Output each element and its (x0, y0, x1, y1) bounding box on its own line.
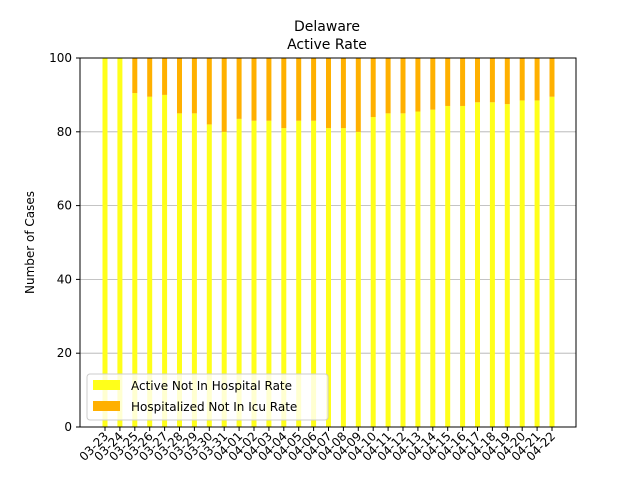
bar-active-segment (475, 102, 480, 427)
bar-hospitalized-segment (460, 58, 466, 106)
bar-hospitalized-segment (415, 58, 421, 112)
bar-hospitalized-segment (281, 58, 287, 129)
y-axis-label: Number of Cases (23, 191, 37, 294)
bar-hospitalized-segment (504, 58, 510, 105)
bar-active-segment (460, 105, 466, 427)
bar-hospitalized-segment (370, 58, 376, 118)
bar-hospitalized-segment (326, 58, 331, 129)
bar-hospitalized-segment (489, 58, 495, 103)
bar-active-segment (281, 128, 287, 428)
bar-active-segment (445, 105, 451, 427)
bar-active-segment (102, 58, 108, 427)
bar-active-segment (177, 113, 182, 427)
bar-active-segment (489, 102, 495, 427)
bar-hospitalized-segment (296, 58, 302, 121)
bar-hospitalized-segment (191, 58, 197, 114)
bar-hospitalized-segment (519, 58, 525, 101)
bar-hospitalized-segment (177, 58, 182, 114)
bar-hospitalized-segment (236, 58, 242, 119)
bar-active-segment (385, 113, 391, 427)
bar-hospitalized-segment (475, 58, 480, 103)
y-tick-label: 80 (57, 125, 72, 139)
bar-hospitalized-segment (355, 58, 361, 132)
bar-active-segment (355, 131, 361, 428)
bar-active-segment (415, 111, 421, 427)
bar-active-segment (296, 120, 302, 427)
bar-active-segment (400, 113, 406, 427)
y-tick-label: 60 (57, 199, 72, 213)
bar-active-segment (266, 120, 272, 427)
legend-box (86, 373, 329, 421)
bar-hospitalized-segment (221, 58, 227, 132)
bar-active-segment (162, 94, 168, 428)
bar-active-segment (236, 118, 242, 427)
chart-subtitle: Active Rate (287, 37, 367, 53)
bar-active-segment (206, 124, 212, 428)
bar-active-segment (311, 120, 317, 427)
y-tick-label: 0 (64, 420, 72, 434)
bar-hospitalized-segment (400, 58, 406, 114)
legend: Active Not In Hospital Rate Hospitalized… (86, 373, 329, 421)
bar-active-segment (549, 96, 555, 428)
bar-active-segment (132, 93, 138, 428)
bar-active-segment (191, 113, 197, 427)
legend-swatch-hospitalized (93, 401, 120, 411)
bar-hospitalized-segment (430, 58, 436, 110)
bar-hospitalized-segment (340, 58, 346, 129)
legend-swatch-active (93, 380, 120, 390)
bar-hospitalized-segment (132, 58, 138, 94)
bar-hospitalized-segment (549, 58, 555, 97)
bar-hospitalized-segment (385, 58, 391, 114)
bar-active-segment (519, 100, 525, 427)
bar-hospitalized-segment (445, 58, 451, 106)
bar-hospitalized-segment (162, 58, 168, 95)
y-tick-label: 40 (57, 272, 72, 286)
bar-active-segment (430, 109, 436, 427)
legend-label-active: Active Not In Hospital Rate (131, 379, 292, 393)
bar-active-segment (221, 131, 227, 428)
bar-hospitalized-segment (311, 58, 317, 121)
bar-active-segment (251, 120, 257, 427)
bar-active-segment (326, 128, 331, 428)
y-tick-label: 100 (49, 51, 72, 65)
bar-hospitalized-segment (206, 58, 212, 125)
bar-hospitalized-segment (147, 58, 153, 97)
bar-series (102, 58, 555, 428)
chart-title: Delaware (294, 19, 360, 35)
y-axis-ticks: 0 20 40 60 80 100 (49, 51, 80, 434)
bar-active-segment (147, 96, 153, 428)
bar-hospitalized-segment (251, 58, 257, 121)
bar-active-segment (340, 128, 346, 428)
bar-hospitalized-segment (534, 58, 540, 101)
y-tick-label: 20 (57, 346, 72, 360)
bar-active-segment (504, 104, 510, 427)
bar-active-segment (117, 58, 123, 427)
bar-hospitalized-segment (266, 58, 272, 121)
legend-label-hospitalized: Hospitalized Not In Icu Rate (131, 400, 297, 414)
x-axis-ticks: 03-2303-2403-2503-2603-2703-2803-2903-30… (77, 427, 558, 464)
bar-active-segment (370, 117, 376, 427)
bar-active-segment (534, 100, 540, 427)
